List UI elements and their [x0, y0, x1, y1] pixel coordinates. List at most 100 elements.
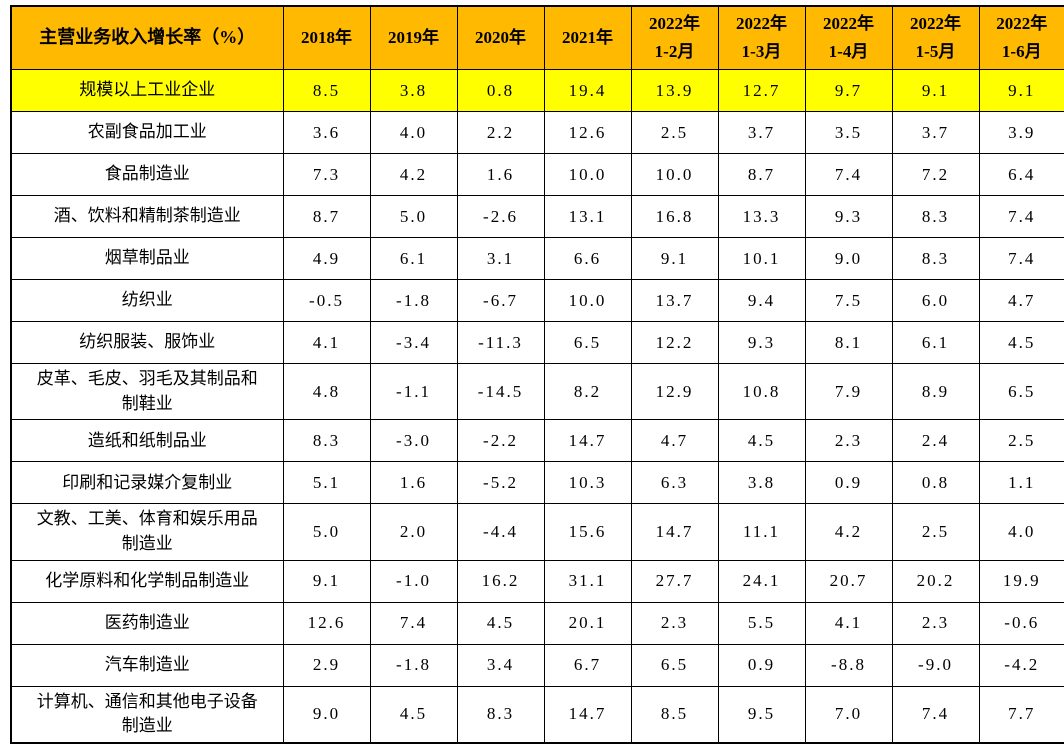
value-cell: 4.5: [369, 685, 458, 744]
value-cell: 7.4: [978, 195, 1064, 239]
value-cell: -3.4: [369, 321, 458, 365]
value-cell: 8.9: [891, 363, 980, 421]
col-header-2022-1-6: 2022年 1-6月: [978, 5, 1064, 71]
value-cell: 8.3: [456, 685, 545, 744]
value-cell: 4.2: [804, 503, 893, 561]
value-cell: 5.5: [717, 601, 806, 645]
value-cell: 5.0: [282, 503, 371, 561]
table-row: 印刷和记录媒介复制业 5.1 1.6 -5.2 10.3 6.3 3.8 0.9 0.8 1.1: [10, 461, 1064, 505]
value-cell: 6.5: [978, 363, 1064, 421]
value-cell: -0.5: [282, 279, 371, 323]
value-cell: 8.2: [543, 363, 632, 421]
value-cell: 6.1: [369, 237, 458, 281]
value-cell: 3.9: [978, 111, 1064, 155]
value-cell: 13.1: [543, 195, 632, 239]
value-cell: 14.7: [630, 503, 719, 561]
value-cell: 24.1: [717, 559, 806, 603]
value-cell: 9.1: [978, 69, 1064, 113]
value-cell: 9.3: [804, 195, 893, 239]
value-cell: 19.4: [543, 69, 632, 113]
value-cell: 10.1: [717, 237, 806, 281]
value-cell: 12.9: [630, 363, 719, 421]
row-label: 化学原料和化学制品制造业: [10, 559, 284, 603]
value-cell: 3.7: [891, 111, 980, 155]
value-cell: -1.1: [369, 363, 458, 421]
col-header-2018: 2018年: [282, 5, 371, 71]
value-cell: 7.4: [891, 685, 980, 744]
value-cell: 4.1: [804, 601, 893, 645]
value-cell: 7.2: [891, 153, 980, 197]
col-header-2019: 2019年: [369, 5, 458, 71]
value-cell: 8.3: [891, 195, 980, 239]
value-cell: 7.0: [804, 685, 893, 744]
value-cell: 2.5: [891, 503, 980, 561]
value-cell: 2.2: [456, 111, 545, 155]
value-cell: 6.6: [543, 237, 632, 281]
value-cell: 4.9: [282, 237, 371, 281]
value-cell: 4.0: [978, 503, 1064, 561]
value-cell: 12.7: [717, 69, 806, 113]
col-header-2022-1-3: 2022年 1-3月: [717, 5, 806, 71]
value-cell: 3.6: [282, 111, 371, 155]
value-cell: 8.5: [282, 69, 371, 113]
value-cell: 4.0: [369, 111, 458, 155]
value-cell: 3.4: [456, 643, 545, 687]
row-label: 文教、工美、体育和娱乐用品制造业: [10, 503, 284, 561]
col-header-2022-1-2: 2022年 1-2月: [630, 5, 719, 71]
value-cell: 6.5: [630, 643, 719, 687]
value-cell: 7.7: [978, 685, 1064, 744]
value-cell: 6.3: [630, 461, 719, 505]
value-cell: 12.6: [543, 111, 632, 155]
row-label: 农副食品加工业: [10, 111, 284, 155]
table-row: 汽车制造业 2.9 -1.8 3.4 6.7 6.5 0.9 -8.8 -9.0 -4.2: [10, 643, 1064, 687]
value-cell: 9.1: [282, 559, 371, 603]
income-growth-table: 主营业务收入增长率（%） 2018年 2019年 2020年 2021年 202…: [10, 5, 1064, 744]
value-cell: 10.0: [630, 153, 719, 197]
value-cell: 15.6: [543, 503, 632, 561]
value-cell: -9.0: [891, 643, 980, 687]
value-cell: 1.1: [978, 461, 1064, 505]
value-cell: -4.2: [978, 643, 1064, 687]
value-cell: 9.1: [630, 237, 719, 281]
row-label: 纺织业: [10, 279, 284, 323]
value-cell: 2.5: [978, 419, 1064, 463]
table-body: 规模以上工业企业 8.5 3.8 0.8 19.4 13.9 12.7 9.7 9.1 9.1 农副…: [10, 69, 1064, 744]
table-row: 计算机、通信和其他电子设备制造业 9.0 4.5 8.3 14.7 8.5 9.5 7.0 7.…: [10, 685, 1064, 744]
value-cell: 10.3: [543, 461, 632, 505]
value-cell: -11.3: [456, 321, 545, 365]
value-cell: 20.7: [804, 559, 893, 603]
value-cell: 10.0: [543, 279, 632, 323]
value-cell: 7.4: [804, 153, 893, 197]
value-cell: 10.0: [543, 153, 632, 197]
value-cell: 2.5: [630, 111, 719, 155]
value-cell: 9.3: [717, 321, 806, 365]
value-cell: 16.2: [456, 559, 545, 603]
value-cell: 2.9: [282, 643, 371, 687]
table-row: 规模以上工业企业 8.5 3.8 0.8 19.4 13.9 12.7 9.7 9.1 9.1: [10, 69, 1064, 113]
value-cell: 9.4: [717, 279, 806, 323]
value-cell: 11.1: [717, 503, 806, 561]
value-cell: 4.7: [978, 279, 1064, 323]
header-row: 主营业务收入增长率（%） 2018年 2019年 2020年 2021年 202…: [10, 5, 1064, 71]
value-cell: 12.2: [630, 321, 719, 365]
row-label: 皮革、毛皮、羽毛及其制品和制鞋业: [10, 363, 284, 421]
value-cell: 4.5: [456, 601, 545, 645]
value-cell: 14.7: [543, 419, 632, 463]
value-cell: 8.7: [717, 153, 806, 197]
value-cell: 2.3: [891, 601, 980, 645]
value-cell: 14.7: [543, 685, 632, 744]
table-row: 农副食品加工业 3.6 4.0 2.2 12.6 2.5 3.7 3.5 3.7 3.9: [10, 111, 1064, 155]
value-cell: -3.0: [369, 419, 458, 463]
table-row: 化学原料和化学制品制造业 9.1 -1.0 16.2 31.1 27.7 24.1 20.7 2…: [10, 559, 1064, 603]
row-label: 医药制造业: [10, 601, 284, 645]
value-cell: -4.4: [456, 503, 545, 561]
value-cell: 31.1: [543, 559, 632, 603]
value-cell: 7.9: [804, 363, 893, 421]
value-cell: -5.2: [456, 461, 545, 505]
value-cell: 27.7: [630, 559, 719, 603]
value-cell: 8.3: [282, 419, 371, 463]
value-cell: 7.4: [978, 237, 1064, 281]
value-cell: 9.0: [804, 237, 893, 281]
table-row: 食品制造业 7.3 4.2 1.6 10.0 10.0 8.7 7.4 7.2 6.4: [10, 153, 1064, 197]
value-cell: 6.0: [891, 279, 980, 323]
